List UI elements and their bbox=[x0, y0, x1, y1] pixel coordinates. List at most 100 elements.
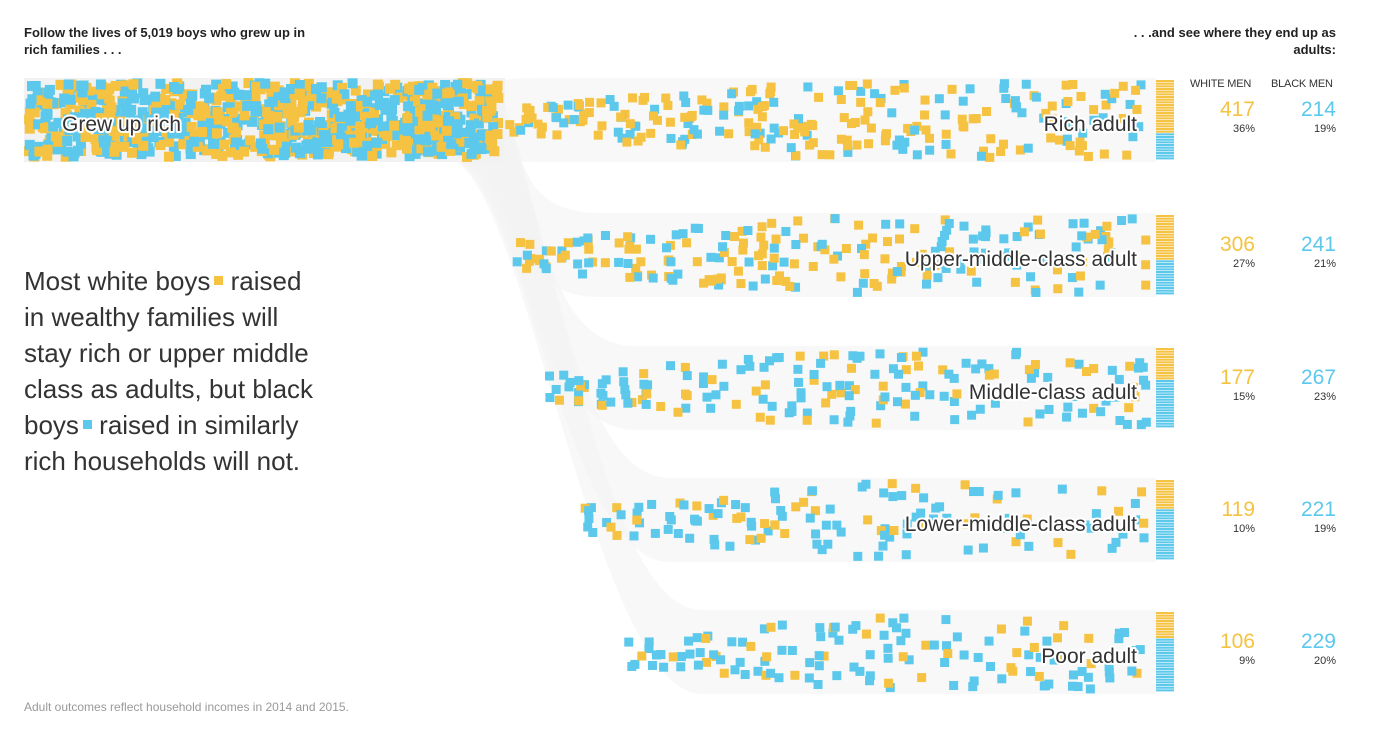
stripe-1 bbox=[1156, 276, 1174, 279]
source-dot bbox=[420, 98, 431, 109]
story-part-1: Most white boys bbox=[24, 266, 211, 296]
outcome-dot-2 bbox=[1030, 368, 1040, 378]
outcome-dot-0 bbox=[979, 146, 989, 156]
outcome-dot-1 bbox=[757, 222, 767, 232]
outcome-dot-2 bbox=[876, 401, 886, 411]
outcome-dot-0 bbox=[892, 140, 902, 150]
outcome-dot-3 bbox=[583, 522, 593, 532]
stripe-2 bbox=[1156, 382, 1174, 385]
outcome-dot-3 bbox=[736, 512, 746, 522]
outcome-dot-2 bbox=[673, 407, 683, 417]
outcome-dot-0 bbox=[679, 91, 689, 101]
stripe-3 bbox=[1156, 538, 1174, 541]
outcome-dot-2 bbox=[871, 418, 881, 428]
source-dot bbox=[295, 128, 306, 139]
source-dot bbox=[446, 139, 457, 150]
white-percent: 36% bbox=[1232, 123, 1255, 135]
outcome-dot-0 bbox=[958, 96, 968, 106]
source-dot bbox=[189, 136, 200, 147]
outcome-dot-3 bbox=[970, 513, 980, 523]
outcome-dot-2 bbox=[1122, 419, 1132, 429]
stripe-0 bbox=[1156, 90, 1174, 93]
source-dot bbox=[362, 140, 373, 151]
source-dot bbox=[454, 85, 465, 96]
outcome-dot-2 bbox=[1069, 391, 1079, 401]
source-dot bbox=[180, 117, 191, 128]
source-dot bbox=[407, 85, 418, 96]
outcome-dot-0 bbox=[633, 136, 643, 146]
source-dot bbox=[474, 96, 485, 107]
outcome-dot-2 bbox=[1044, 404, 1054, 414]
outcome-dot-0 bbox=[1068, 80, 1078, 90]
outcome-dot-0 bbox=[1089, 105, 1099, 115]
source-dot bbox=[91, 142, 102, 153]
source-dot bbox=[250, 88, 261, 99]
outcome-dot-0 bbox=[856, 86, 866, 96]
outcome-dot-1 bbox=[1098, 258, 1108, 268]
black-percent: 21% bbox=[1313, 258, 1336, 270]
outcome-dot-1 bbox=[954, 256, 964, 266]
outcome-dot-4 bbox=[647, 660, 657, 670]
outcome-dot-1 bbox=[760, 274, 770, 284]
outcome-dot-0 bbox=[941, 139, 951, 149]
outcome-dot-0 bbox=[900, 137, 910, 147]
outcome-dot-4 bbox=[815, 623, 825, 633]
outcome-dot-1 bbox=[841, 244, 851, 254]
stripe-1 bbox=[1156, 284, 1174, 287]
stripe-4 bbox=[1156, 657, 1174, 660]
outcome-dot-1 bbox=[563, 238, 573, 248]
outcome-dot-1 bbox=[733, 266, 743, 276]
outcome-dot-2 bbox=[682, 391, 692, 401]
outcome-dot-0 bbox=[887, 108, 897, 118]
outcome-dot-2 bbox=[845, 411, 855, 421]
outcome-dot-3 bbox=[916, 508, 926, 518]
outcome-dot-1 bbox=[646, 234, 656, 244]
outcome-dot-3 bbox=[963, 545, 973, 555]
outcome-dot-1 bbox=[887, 274, 897, 284]
outcome-dot-1 bbox=[968, 234, 978, 244]
white-percent: 27% bbox=[1232, 258, 1255, 270]
source-dot bbox=[172, 83, 183, 94]
outcome-dot-3 bbox=[978, 543, 988, 553]
outcome-dot-4 bbox=[1026, 667, 1036, 677]
outcome-dot-2 bbox=[759, 362, 769, 372]
outcome-dot-4 bbox=[997, 674, 1007, 684]
outcome-dot-0 bbox=[890, 85, 900, 95]
outcome-dot-1 bbox=[541, 264, 551, 274]
source-dot bbox=[260, 78, 271, 89]
stripe-0 bbox=[1156, 96, 1174, 99]
source-dot bbox=[402, 125, 413, 136]
source-dot bbox=[186, 121, 197, 132]
source-dot bbox=[75, 80, 86, 91]
outcome-dot-3 bbox=[993, 490, 1003, 500]
source-dot bbox=[202, 145, 213, 156]
source-dot bbox=[94, 94, 105, 105]
source-dot bbox=[243, 78, 254, 89]
source-dot bbox=[80, 108, 91, 119]
stripe-2 bbox=[1156, 374, 1174, 377]
outcome-dot-2 bbox=[870, 369, 880, 379]
outcome-dot-0 bbox=[521, 114, 531, 124]
stripe-0 bbox=[1156, 82, 1174, 85]
outcome-dot-4 bbox=[1052, 633, 1062, 643]
source-dot bbox=[42, 98, 53, 109]
outcome-dot-2 bbox=[1089, 364, 1099, 374]
outcome-dot-0 bbox=[744, 118, 754, 128]
stripe-3 bbox=[1156, 533, 1174, 536]
outcome-dot-4 bbox=[1035, 652, 1045, 662]
source-dot bbox=[97, 146, 108, 157]
source-dot bbox=[367, 150, 378, 161]
outcome-dot-2 bbox=[952, 389, 962, 399]
outcome-dot-3 bbox=[632, 515, 642, 525]
source-dot bbox=[274, 122, 285, 133]
outcome-dot-4 bbox=[766, 668, 776, 678]
outcome-dot-2 bbox=[846, 363, 856, 373]
outcome-dot-0 bbox=[727, 89, 737, 99]
outcome-dot-4 bbox=[637, 651, 647, 661]
outcome-dot-3 bbox=[1111, 537, 1121, 547]
header-left-count: 5,019 bbox=[140, 25, 173, 40]
outcome-dot-4 bbox=[828, 628, 838, 638]
outcome-dot-3 bbox=[901, 550, 911, 560]
source-dot bbox=[284, 103, 295, 114]
outcome-dot-1 bbox=[759, 240, 769, 250]
